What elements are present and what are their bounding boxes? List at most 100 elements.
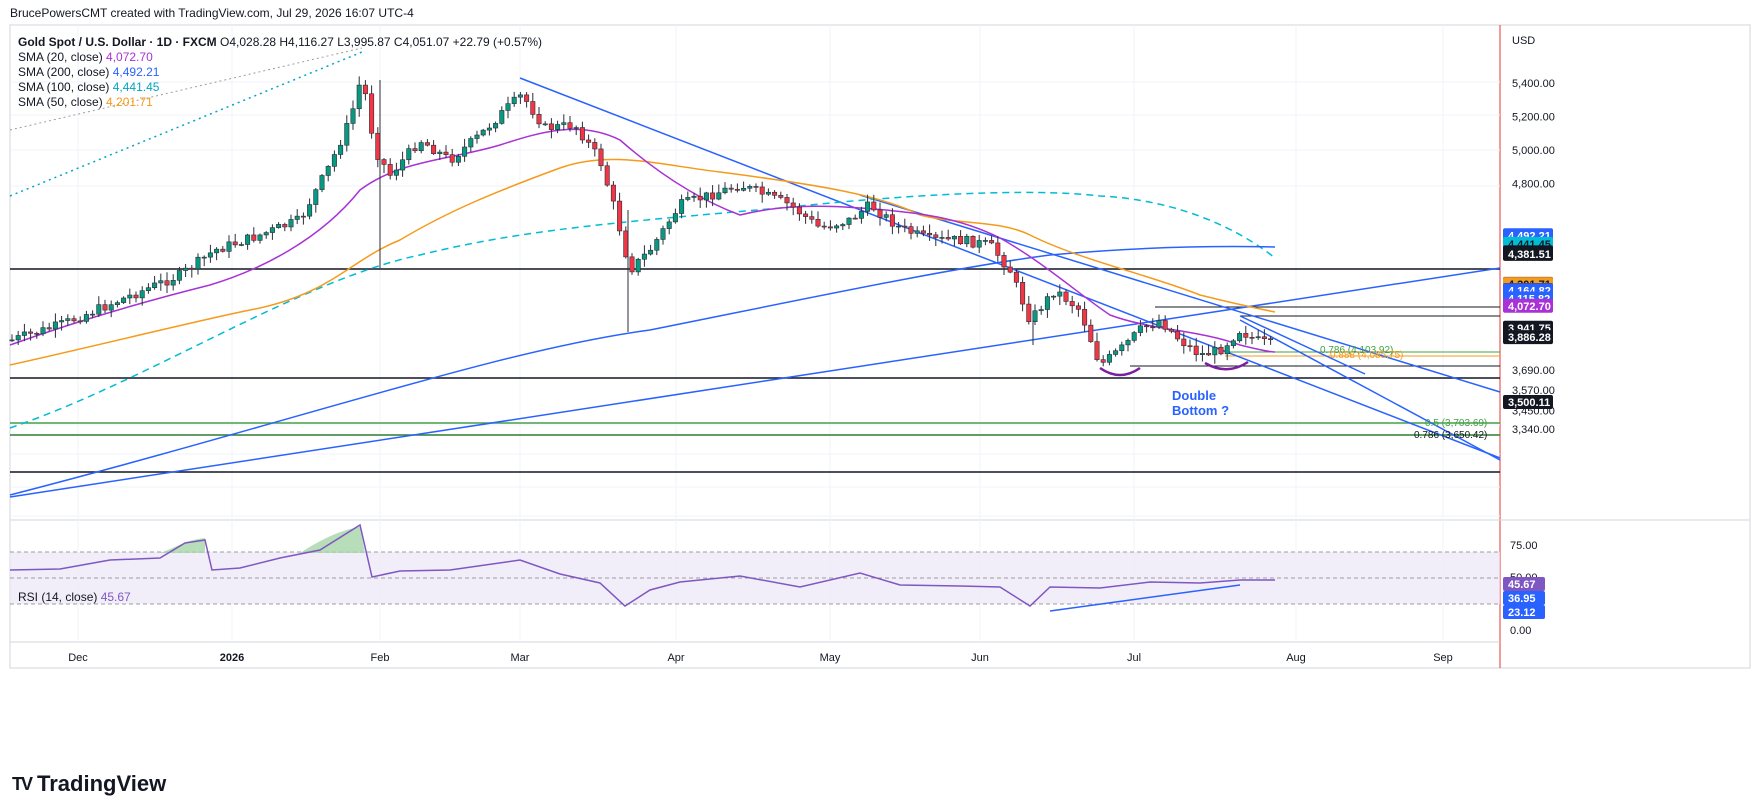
candle[interactable] [939,230,945,244]
candle[interactable] [635,257,641,276]
candle[interactable] [183,264,189,277]
candle[interactable] [716,184,722,201]
candle[interactable] [1026,295,1032,325]
candle[interactable] [753,183,759,192]
candle[interactable] [796,203,802,221]
candle[interactable] [995,236,1001,262]
candle[interactable] [474,130,480,144]
candle[interactable] [71,315,77,324]
candle[interactable] [381,157,387,174]
candle[interactable] [654,237,660,256]
candle[interactable] [542,121,548,126]
candle[interactable] [1013,268,1019,288]
candle[interactable] [21,323,27,342]
candle[interactable] [555,120,561,134]
candle[interactable] [164,272,170,293]
candle[interactable] [784,193,790,211]
candle[interactable] [46,322,52,332]
candle[interactable] [927,224,933,241]
legend-indicator-3[interactable]: SMA (50, close) 4,201.71 [18,95,542,110]
tradingview-logo[interactable]: TV TradingView [12,771,166,797]
candle[interactable] [1001,251,1007,276]
downtrend-line-middle[interactable] [859,194,1501,393]
candle[interactable] [598,143,604,171]
candle[interactable] [660,225,666,245]
candle[interactable] [920,225,926,237]
candle[interactable] [331,150,337,172]
candle[interactable] [15,330,21,345]
candle[interactable] [369,85,375,139]
candle[interactable] [604,161,610,187]
candle[interactable] [722,182,728,195]
candle[interactable] [790,197,796,216]
candle[interactable] [1075,302,1081,317]
candle[interactable] [1032,304,1038,326]
candle[interactable] [189,265,195,278]
candle[interactable] [462,138,468,162]
candle[interactable] [641,245,647,267]
candle[interactable] [313,188,319,213]
candle[interactable] [34,331,40,339]
candle[interactable] [951,235,957,246]
candle[interactable] [1255,329,1261,340]
candle[interactable] [412,142,418,153]
candle[interactable] [976,234,982,254]
candle[interactable] [127,288,133,305]
candle[interactable] [139,286,145,306]
candle[interactable] [734,183,740,193]
candle[interactable] [52,313,58,338]
candle[interactable] [350,100,356,130]
candle[interactable] [530,92,536,119]
candle[interactable] [1057,284,1063,306]
candle[interactable] [65,314,71,326]
candle[interactable] [834,224,840,233]
candle[interactable] [257,233,263,244]
candle[interactable] [914,226,920,238]
candle[interactable] [344,115,350,152]
double-bottom-arc-left[interactable] [1099,366,1141,377]
candle[interactable] [1150,318,1156,332]
time-axis[interactable]: Dec 2026 Feb Mar Apr May Jun Jul Aug Sep [68,652,1453,664]
channel-line-lower[interactable] [1239,319,1501,461]
rsi-trend-line[interactable] [1049,584,1241,612]
candle[interactable] [1224,342,1230,361]
candle[interactable] [1187,339,1193,352]
candle[interactable] [629,253,635,275]
candle[interactable] [207,244,213,263]
candle[interactable] [666,219,672,235]
price-tag-3[interactable]: 4,381.51 [1503,246,1553,261]
candle[interactable] [108,300,114,318]
candle[interactable] [245,233,251,250]
candle[interactable] [393,162,399,181]
candle[interactable] [59,315,65,331]
price-tag-11[interactable]: 3,886.28 [1503,330,1553,345]
candle[interactable] [400,151,406,177]
candle[interactable] [1119,341,1125,356]
candle[interactable] [617,192,623,236]
candle[interactable] [480,128,486,137]
candle[interactable] [517,92,523,105]
candle[interactable] [1038,305,1044,315]
candle[interactable] [1137,320,1143,337]
candle[interactable] [505,96,511,119]
fib-label-3[interactable]: 0.786 (3,650.42) [1414,430,1487,441]
currency-label[interactable]: USD [1512,35,1535,47]
double-bottom-annotation[interactable]: Double [1172,388,1216,403]
candle[interactable] [1144,324,1150,333]
rsi-legend[interactable]: RSI (14, close) 45.67 [18,590,131,604]
candle[interactable] [424,139,430,147]
candle[interactable] [114,300,120,308]
candlestick-series[interactable] [9,76,1274,367]
candle[interactable] [964,233,970,248]
sma-100-line[interactable] [9,191,1276,429]
candle[interactable] [325,165,331,182]
price-tag-9[interactable]: 4,072.70 [1503,298,1553,313]
candle[interactable] [1193,337,1199,362]
candle[interactable] [778,191,784,200]
candle[interactable] [431,140,437,155]
candle[interactable] [1131,331,1137,343]
candle[interactable] [176,266,182,285]
candle[interactable] [871,194,877,212]
candle[interactable] [1261,329,1267,346]
